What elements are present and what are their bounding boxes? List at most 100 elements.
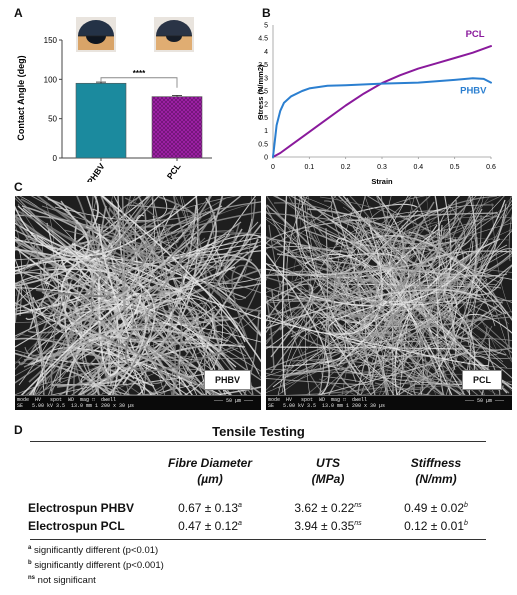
- fibre: [15, 196, 198, 258]
- fibre: [63, 327, 235, 391]
- header-line: UTS: [316, 456, 340, 470]
- fibre: [344, 196, 373, 382]
- fibre: [397, 292, 412, 410]
- fibre: [369, 341, 443, 374]
- fibre: [353, 196, 409, 277]
- fibre: [332, 203, 418, 220]
- fibre: [369, 290, 501, 410]
- row-label-pcl: Electrospun PCL: [28, 519, 125, 533]
- fibre: [435, 268, 507, 371]
- fibre: [323, 240, 474, 355]
- fibre: [266, 283, 314, 358]
- y-tick-label: 3: [264, 75, 268, 82]
- fibre: [417, 300, 454, 320]
- fibre: [138, 302, 223, 410]
- fibre: [354, 214, 482, 297]
- significance-label: ****: [133, 69, 146, 78]
- fibre: [388, 279, 500, 392]
- fibre: [355, 228, 420, 410]
- bar: [151, 96, 203, 159]
- fibre: [266, 319, 489, 367]
- fibre: [453, 196, 474, 283]
- fibre: [266, 200, 333, 250]
- fibre: [166, 236, 261, 259]
- fibre: [281, 283, 502, 394]
- fibre: [350, 336, 435, 365]
- stress-y-axis-label: Stress (N/mm2): [256, 64, 265, 120]
- fibre: [389, 272, 462, 386]
- fibre: [470, 218, 512, 362]
- fibre: [15, 201, 261, 365]
- fibre: [15, 196, 90, 287]
- fibre: [20, 198, 167, 250]
- x-tick-label: 0.2: [341, 164, 351, 171]
- fibre: [15, 248, 147, 410]
- sem-label-phbv: PHBV: [203, 370, 251, 390]
- fibre: [132, 297, 214, 399]
- fibre: [327, 216, 369, 398]
- fibre: [443, 199, 512, 320]
- significance-bracket: [100, 77, 178, 88]
- fibre: [266, 218, 503, 356]
- fibre: [426, 196, 512, 398]
- fibre: [319, 196, 467, 319]
- fibre: [382, 196, 484, 306]
- sem-metadata: mode HV spot WD mag □ dwell SE 5.00 kV 3…: [268, 397, 386, 409]
- fibre: [281, 196, 289, 410]
- header-unit: (µm): [197, 472, 223, 486]
- fibre: [15, 258, 45, 397]
- x-tick-label: 0.3: [377, 164, 387, 171]
- fibre: [54, 196, 168, 222]
- legend-label-pcl: PCL: [466, 29, 485, 40]
- fibre: [98, 223, 144, 376]
- footnote-a: a significantly different (p<0.01): [28, 545, 159, 557]
- fibre: [300, 261, 470, 386]
- contact-angle-bar-chart: 0 50 100 150 PHBV PCL **** Contact Angle (deg…: [16, 17, 212, 182]
- header-fibre-diameter: Fibre Diameter (µm): [150, 455, 270, 487]
- fibre: [366, 196, 466, 241]
- fibre: [74, 196, 149, 318]
- fibre: [448, 278, 512, 350]
- fibre: [307, 287, 419, 374]
- fibre: [276, 253, 508, 277]
- fibre: [144, 297, 214, 388]
- fibre: [340, 219, 421, 355]
- x-tick-label: PHBV: [85, 161, 107, 182]
- fibre: [316, 361, 476, 386]
- fibre: [15, 265, 148, 339]
- sem-metadata: mode HV spot WD mag □ dwell SE 5.00 kV 3…: [17, 397, 135, 409]
- fibre: [266, 335, 403, 377]
- y-tick-label: 50: [48, 115, 57, 124]
- fibre: [58, 236, 197, 328]
- fibre: [139, 345, 193, 385]
- fibre: [100, 196, 212, 255]
- fibre: [84, 196, 195, 229]
- fibre: [396, 301, 476, 383]
- fibre: [144, 225, 221, 271]
- strain-x-axis-label: Strain: [371, 177, 393, 186]
- y-tick-label: 2.5: [258, 89, 268, 96]
- x-tick-label: 0.4: [413, 164, 423, 171]
- fibre: [325, 247, 480, 406]
- fibre: [111, 196, 132, 222]
- sem-scale-bar: ——— 50 µm ———: [464, 398, 504, 404]
- fibre: [332, 241, 447, 320]
- fibre: [508, 212, 512, 262]
- fibre: [231, 264, 261, 342]
- fibre: [308, 196, 412, 243]
- panel-label-d: D: [14, 423, 23, 437]
- fibre: [222, 241, 261, 337]
- fibre: [71, 243, 215, 340]
- fibre: [266, 375, 371, 385]
- fibre: [212, 311, 261, 395]
- header-stiffness: Stiffness (N/mm): [376, 455, 496, 487]
- fibre: [168, 261, 261, 322]
- fibre: [153, 337, 210, 410]
- fibre: [357, 196, 477, 293]
- fibre: [15, 229, 207, 300]
- fibre: [408, 231, 454, 349]
- fibre: [63, 229, 261, 335]
- fibre: [439, 256, 512, 273]
- fibre: [266, 223, 383, 335]
- fibre: [158, 221, 259, 297]
